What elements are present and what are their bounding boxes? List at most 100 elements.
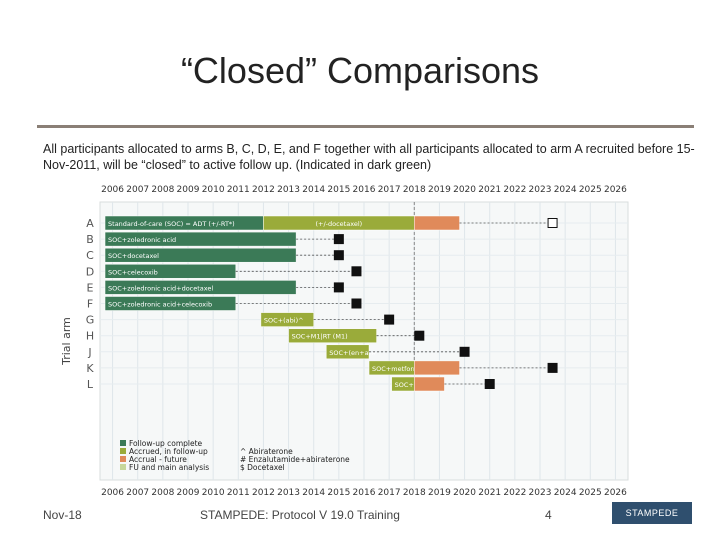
arm-label-left: E <box>87 281 94 294</box>
legend-label: Accrual - future <box>129 455 187 464</box>
x-tick-top: 2008 <box>151 185 174 195</box>
arm-label-left: H <box>86 330 94 343</box>
arm-label-left: L <box>87 378 94 391</box>
x-tick-bottom: 2007 <box>126 488 149 498</box>
x-tick-top: 2018 <box>403 185 426 195</box>
arm-bar-label: SOC+metformin <box>372 365 425 373</box>
arm-bar-label: (+/-docetaxel) <box>315 220 362 228</box>
x-tick-bottom: 2011 <box>227 488 250 498</box>
arm-end-marker <box>333 234 344 245</box>
x-tick-bottom: 2008 <box>151 488 174 498</box>
arm-bar-label: SOC+docetaxel <box>108 252 159 260</box>
slide-title: “Closed” Comparisons <box>180 50 540 91</box>
arm-label-left: B <box>86 233 94 246</box>
arm-bar <box>288 328 377 343</box>
x-tick-bottom: 2014 <box>302 488 325 498</box>
arm-label-left: J <box>87 346 91 359</box>
trial-timeline-chart: 2006200620072007200820082009200920102010… <box>60 185 629 498</box>
x-tick-bottom: 2024 <box>554 488 577 498</box>
arm-bar-label: SOC+(en+a)# <box>329 349 376 357</box>
stampede-logo: STAMPEDE <box>612 502 692 524</box>
legend-swatch <box>120 440 126 446</box>
x-tick-top: 2022 <box>503 185 526 195</box>
legend-swatch <box>120 456 126 462</box>
legend-label: Follow-up complete <box>129 439 203 448</box>
logo-text: STAMPEDE <box>625 508 679 518</box>
x-tick-bottom: 2017 <box>378 488 401 498</box>
footer-title: STAMPEDE: Protocol V 19.0 Training <box>200 508 400 522</box>
x-tick-bottom: 2022 <box>503 488 526 498</box>
arm-bar-label: SOC+celecoxib <box>108 268 158 276</box>
arm-bar-label: Standard-of-care (SOC) = ADT (+/-RT*) <box>108 220 235 228</box>
x-tick-top: 2007 <box>126 185 149 195</box>
arm-bar-label: SOC+zoledronic acid <box>108 236 176 244</box>
x-tick-bottom: 2021 <box>478 488 501 498</box>
legend-swatch <box>120 448 126 454</box>
x-tick-top: 2024 <box>554 185 577 195</box>
x-tick-top: 2012 <box>252 185 275 195</box>
arm-label-left: G <box>86 314 95 327</box>
legend-note: ^ Abiraterone <box>240 447 293 456</box>
x-tick-bottom: 2015 <box>327 488 350 498</box>
arm-label-left: C <box>86 249 94 262</box>
legend-note: # Enzalutamide+abiraterone <box>240 455 350 464</box>
x-tick-bottom: 2012 <box>252 488 275 498</box>
x-tick-bottom: 2026 <box>604 488 627 498</box>
x-tick-bottom: 2018 <box>403 488 426 498</box>
arm-end-marker <box>351 298 362 309</box>
arm-label-left: F <box>87 298 93 311</box>
arm-end-marker <box>414 330 425 341</box>
x-tick-bottom: 2023 <box>529 488 552 498</box>
arm-end-marker <box>384 314 395 325</box>
arm-end-marker <box>547 362 558 373</box>
legend-label: Accrued, in follow-up <box>129 447 208 456</box>
x-tick-bottom: 2010 <box>202 488 225 498</box>
y-axis-label: Trial arm <box>60 317 73 366</box>
x-tick-top: 2017 <box>378 185 401 195</box>
x-tick-top: 2016 <box>353 185 376 195</box>
arm-bar <box>414 376 445 392</box>
intro-text: All participants allocated to arms B, C,… <box>43 142 695 172</box>
title-divider <box>37 125 694 128</box>
legend-note: $ Docetaxel <box>240 463 285 472</box>
arm-label-left: D <box>86 265 94 278</box>
x-tick-top: 2020 <box>453 185 476 195</box>
arm-end-marker <box>547 218 558 228</box>
x-tick-bottom: 2009 <box>177 488 200 498</box>
arm-bar-label: SOC+(abi)^ <box>264 317 304 325</box>
arm-bar-label: SOC+M1|RT (M1) <box>292 333 348 341</box>
legend-label: FU and main analysis <box>129 463 209 472</box>
arm-bar-label: SOC+zoledronic acid+celecoxib <box>108 301 212 309</box>
x-tick-top: 2010 <box>202 185 225 195</box>
x-tick-bottom: 2013 <box>277 488 300 498</box>
footer-date: Nov-18 <box>43 508 82 522</box>
x-tick-bottom: 2006 <box>101 488 124 498</box>
x-tick-top: 2019 <box>428 185 451 195</box>
x-tick-bottom: 2020 <box>453 488 476 498</box>
x-tick-top: 2023 <box>529 185 552 195</box>
arm-end-marker <box>351 266 362 277</box>
x-tick-bottom: 2025 <box>579 488 602 498</box>
x-tick-top: 2025 <box>579 185 602 195</box>
arm-label-left: A <box>86 217 94 230</box>
page-number: 4 <box>545 508 552 522</box>
arm-bar-label: SOC+zoledronic acid+docetaxel <box>108 284 213 292</box>
x-tick-top: 2015 <box>327 185 350 195</box>
arm-bar <box>414 360 460 376</box>
arm-label-left: K <box>86 362 94 375</box>
x-tick-top: 2006 <box>101 185 124 195</box>
arm-end-marker <box>484 379 495 389</box>
x-tick-top: 2026 <box>604 185 627 195</box>
legend-swatch <box>120 464 126 470</box>
arm-end-marker <box>333 250 344 261</box>
x-tick-top: 2021 <box>478 185 501 195</box>
x-tick-top: 2013 <box>277 185 300 195</box>
arm-bar <box>414 215 460 231</box>
arm-end-marker <box>459 346 470 357</box>
x-tick-bottom: 2019 <box>428 488 451 498</box>
arm-end-marker <box>333 282 344 293</box>
x-tick-top: 2009 <box>177 185 200 195</box>
x-tick-top: 2014 <box>302 185 325 195</box>
x-tick-bottom: 2016 <box>353 488 376 498</box>
x-tick-top: 2011 <box>227 185 250 195</box>
